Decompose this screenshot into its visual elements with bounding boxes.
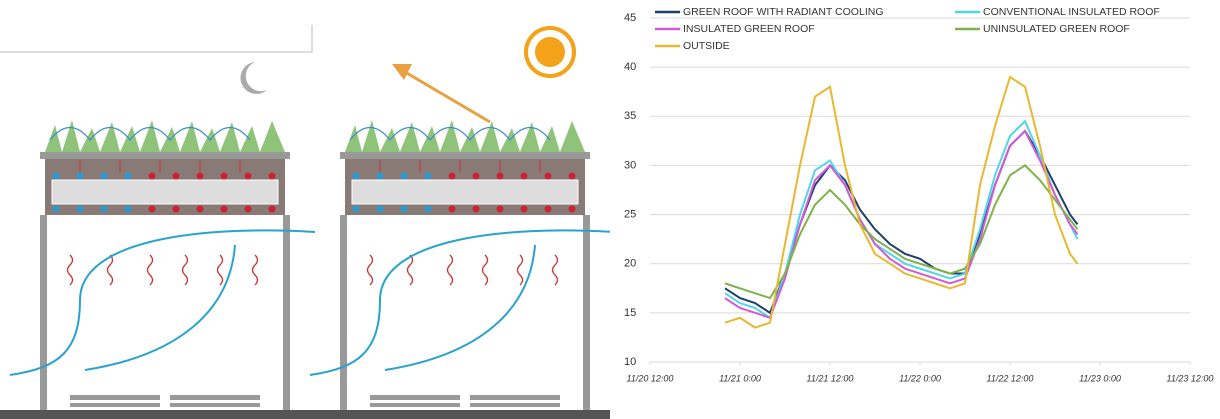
chart: 10 15 20 25 30 35 40 45 11/20 12:00 11/21 0:00 11/… <box>624 6 1214 384</box>
y-tick-label: 20 <box>624 258 636 270</box>
x-tick-label: 11/21 0:00 <box>719 373 761 383</box>
legend-label: OUTSIDE <box>683 40 730 52</box>
y-tick-label: 10 <box>624 356 636 368</box>
illustration <box>0 25 610 419</box>
x-tick-label: 11/20 12:00 <box>627 373 674 383</box>
series-line <box>724 75 1079 329</box>
y-tick-label: 45 <box>624 12 636 24</box>
y-tick-label: 25 <box>624 208 636 220</box>
legend-label: INSULATED GREEN ROOF <box>683 23 815 35</box>
y-tick-label: 30 <box>624 159 636 171</box>
x-tick-label: 11/23 12:00 <box>1167 373 1214 383</box>
room-2 <box>309 119 610 411</box>
x-tick-label: 11/22 12:00 <box>987 373 1034 383</box>
legend-label: CONVENTIONAL INSULATED ROOF <box>983 6 1160 18</box>
y-tick-label: 40 <box>624 61 636 73</box>
legend-label: UNINSULATED GREEN ROOF <box>983 23 1130 35</box>
roof-diagram <box>0 25 610 419</box>
y-tick-label: 35 <box>624 110 636 122</box>
series-line <box>724 119 1079 320</box>
legend-label: GREEN ROOF WITH RADIANT COOLING <box>683 6 883 18</box>
x-tick-label: 11/23 0:00 <box>1079 373 1121 383</box>
x-tick-label: 11/21 12:00 <box>807 373 854 383</box>
y-tick-label: 15 <box>624 307 636 319</box>
series-line <box>724 164 1079 300</box>
series-line <box>724 129 1079 320</box>
x-tick-label: 11/22 0:00 <box>899 373 941 383</box>
